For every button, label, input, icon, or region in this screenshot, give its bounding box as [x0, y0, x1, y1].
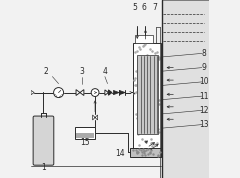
Polygon shape	[76, 90, 80, 95]
Polygon shape	[108, 90, 112, 95]
Polygon shape	[31, 90, 34, 95]
Bar	[75, 127, 95, 139]
Text: 6: 6	[142, 3, 146, 12]
Circle shape	[91, 89, 99, 96]
Bar	[130, 148, 161, 157]
Text: 8: 8	[201, 49, 206, 58]
Text: 2: 2	[44, 67, 48, 76]
Text: 7: 7	[152, 3, 157, 12]
Text: 1: 1	[41, 163, 46, 172]
Bar	[162, 0, 209, 178]
Polygon shape	[80, 90, 84, 95]
Polygon shape	[120, 90, 125, 95]
Text: 12: 12	[199, 106, 208, 115]
Bar	[133, 43, 161, 157]
Polygon shape	[93, 115, 98, 120]
Text: 11: 11	[199, 92, 208, 101]
Text: 13: 13	[199, 120, 209, 129]
Text: 10: 10	[199, 77, 209, 86]
Text: 3: 3	[79, 67, 84, 76]
Polygon shape	[114, 90, 119, 95]
Text: 4: 4	[102, 67, 107, 76]
Circle shape	[54, 88, 64, 98]
Text: 5: 5	[133, 3, 138, 12]
Polygon shape	[105, 90, 108, 95]
Text: 9: 9	[201, 63, 206, 72]
Bar	[135, 35, 153, 43]
Text: 14: 14	[115, 149, 125, 158]
Bar	[76, 133, 94, 138]
FancyBboxPatch shape	[33, 116, 54, 165]
Text: 15: 15	[80, 138, 90, 147]
Bar	[137, 55, 158, 134]
